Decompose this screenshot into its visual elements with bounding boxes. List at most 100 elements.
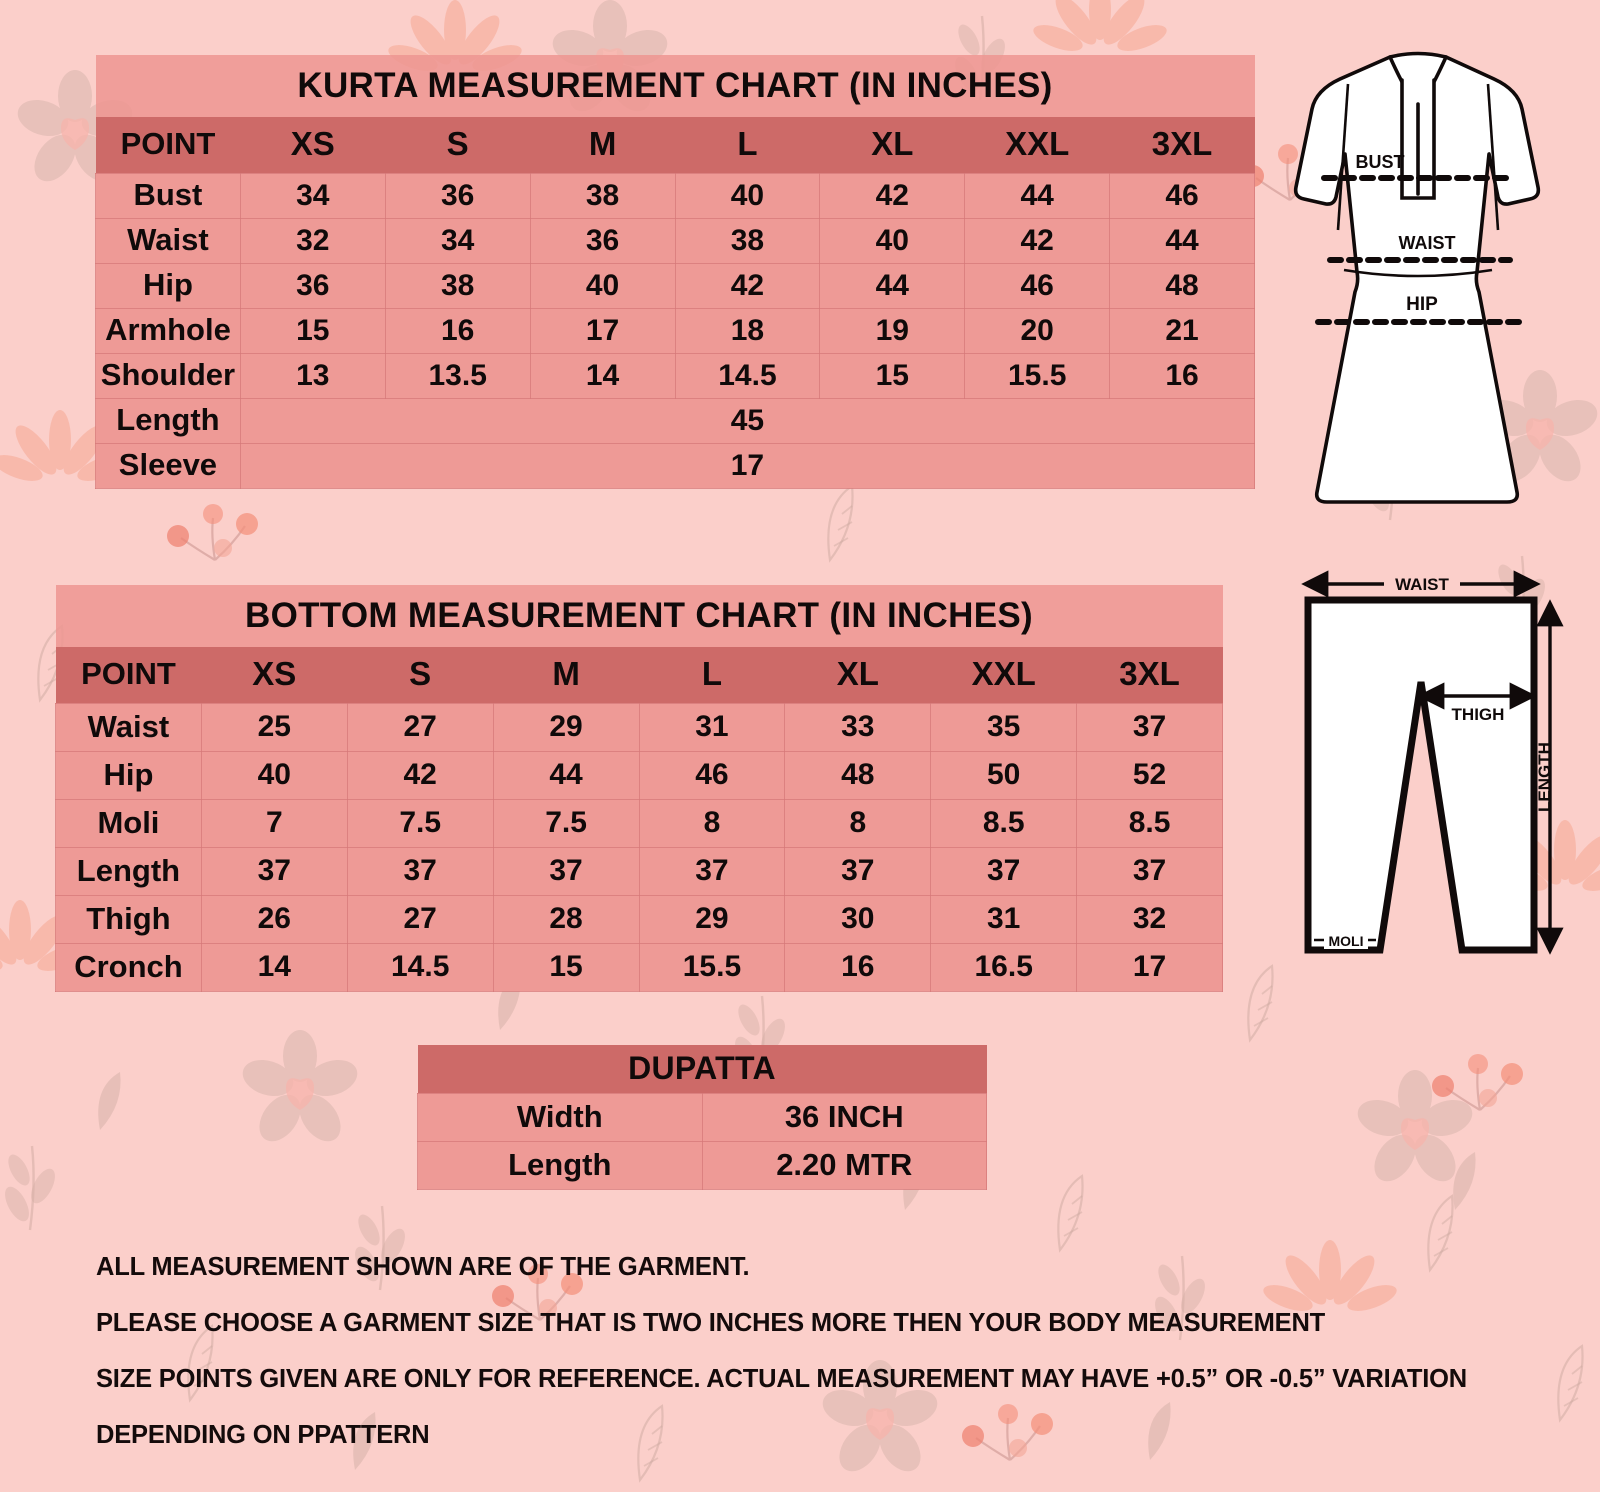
bottom-row-label: Waist (55, 702, 202, 752)
dupatta-row-label: Length (417, 1140, 703, 1190)
kurta-header-m: M (530, 117, 675, 173)
bottom-cell: 17 (1076, 942, 1223, 992)
table-row: Waist 25 27 29 31 33 35 37 (55, 702, 1223, 752)
bottom-cell: 37 (1076, 702, 1223, 752)
table-row: Length 45 (95, 397, 1256, 444)
bottom-cell: 44 (492, 750, 640, 800)
kurta-cell-merged: 45 (239, 397, 1256, 444)
bottom-chart-header-row: POINT XS S M L XL XXL 3XL (55, 647, 1223, 703)
kurta-header-s: S (385, 117, 531, 173)
kurta-cell: 15 (239, 307, 386, 354)
kurta-cell: 21 (1109, 307, 1255, 354)
kurta-row-label: Waist (95, 217, 241, 264)
kurta-chart-header-row: POINT XS S M L XL XXL 3XL (95, 117, 1255, 173)
bottom-row-label: Moli (55, 798, 202, 848)
kurta-row-label: Sleeve (95, 442, 241, 489)
bottom-chart-title-row: BOTTOM MEASUREMENT CHART (IN INCHES) (55, 585, 1223, 647)
bottom-cell: 37 (1076, 846, 1223, 896)
kurta-row-label: Length (95, 397, 241, 444)
kurta-cell: 14.5 (674, 352, 821, 399)
bottom-cell: 16.5 (930, 942, 1078, 992)
table-row: Armhole 15 16 17 18 19 20 21 (95, 307, 1255, 354)
dupatta-cell: 2.20 MTR (701, 1140, 987, 1190)
dupatta-chart: DUPATTA Width 36 INCH Length 2.20 MTR (417, 1045, 987, 1190)
bottom-cell: 8.5 (930, 798, 1078, 848)
bottom-measurement-chart: BOTTOM MEASUREMENT CHART (IN INCHES) POI… (55, 585, 1223, 992)
table-row: Shoulder 13 13.5 14 14.5 15 15.5 16 (95, 352, 1255, 399)
dupatta-title-row: DUPATTA (417, 1045, 987, 1093)
bottom-cell: 25 (200, 702, 348, 752)
bust-label: BUST (1356, 152, 1405, 172)
bottom-cell: 42 (346, 750, 494, 800)
kurta-row-label: Armhole (95, 307, 241, 354)
bottom-cell: 28 (492, 894, 640, 944)
bottom-cell: 35 (930, 702, 1078, 752)
kurta-header-point: POINT (95, 117, 241, 173)
kurta-cell: 36 (384, 172, 531, 219)
kurta-cell: 17 (529, 307, 676, 354)
kurta-header-xxl: XXL (964, 117, 1110, 173)
bottom-cell: 37 (638, 846, 786, 896)
bottom-cell: 32 (1076, 894, 1223, 944)
kurta-row-label: Shoulder (95, 352, 241, 399)
bottom-cell: 26 (200, 894, 348, 944)
bottom-illustration-diagram: WAIST THIGH LENGTH MOLI (1301, 570, 1564, 955)
kurta-cell: 44 (964, 172, 1111, 219)
length-label: LENGTH (1535, 742, 1554, 812)
bottom-cell: 29 (492, 702, 640, 752)
bottom-cell: 27 (346, 702, 494, 752)
pants-outline (1304, 596, 1538, 954)
dupatta-row-label: Width (417, 1092, 703, 1142)
kurta-cell-merged: 17 (239, 442, 1256, 489)
kurta-cell: 42 (674, 262, 821, 309)
kurta-row-label: Hip (95, 262, 241, 309)
table-row: Thigh 26 27 28 29 30 31 32 (55, 894, 1223, 944)
bottom-cell: 48 (784, 750, 932, 800)
table-row: Waist 32 34 36 38 40 42 44 (95, 217, 1255, 264)
kurta-cell: 38 (674, 217, 821, 264)
footer-note-3: SIZE POINTS GIVEN ARE ONLY FOR REFERENCE… (96, 1365, 1467, 1394)
kurta-illustration-diagram: BUST WAIST HIP (1293, 51, 1541, 504)
kurta-cell: 44 (819, 262, 966, 309)
kurta-cell: 32 (239, 217, 386, 264)
kurta-cell: 42 (964, 217, 1111, 264)
table-row: Hip 36 38 40 42 44 46 48 (95, 262, 1255, 309)
bottom-cell: 50 (930, 750, 1078, 800)
bottom-cell: 46 (638, 750, 786, 800)
moli-label: MOLI (1329, 933, 1364, 949)
kurta-header-xs: XS (240, 117, 386, 173)
footer-note-2: PLEASE CHOOSE A GARMENT SIZE THAT IS TWO… (96, 1309, 1326, 1338)
bottom-cell: 7.5 (492, 798, 640, 848)
kurta-cell: 16 (1109, 352, 1255, 399)
bottom-cell: 37 (200, 846, 348, 896)
bottom-cell: 8.5 (1076, 798, 1223, 848)
bottom-cell: 14.5 (346, 942, 494, 992)
kurta-cell: 13.5 (384, 352, 531, 399)
table-row: Moli 7 7.5 7.5 8 8 8.5 8.5 (55, 798, 1223, 848)
bottom-header-s: S (347, 647, 494, 703)
bottom-cell: 37 (346, 846, 494, 896)
kurta-cell: 36 (529, 217, 676, 264)
kurta-cell: 46 (964, 262, 1111, 309)
kurta-cell: 19 (819, 307, 966, 354)
bottom-header-xs: XS (201, 647, 348, 703)
waist-label: WAIST (1399, 233, 1456, 253)
kurta-cell: 14 (529, 352, 676, 399)
bottom-cell: 37 (784, 846, 932, 896)
bottom-header-m: M (493, 647, 639, 703)
table-row: Length 2.20 MTR (417, 1140, 987, 1190)
bottom-cell: 15.5 (638, 942, 786, 992)
kurta-cell: 40 (819, 217, 966, 264)
table-row: Sleeve 17 (95, 442, 1256, 489)
table-row: Cronch 14 14.5 15 15.5 16 16.5 17 (55, 942, 1223, 992)
kurta-cell: 38 (384, 262, 531, 309)
bottom-cell: 29 (638, 894, 786, 944)
bottom-header-3xl: 3XL (1076, 647, 1223, 703)
bottom-cell: 37 (492, 846, 640, 896)
kurta-cell: 18 (674, 307, 821, 354)
kurta-cell: 40 (674, 172, 821, 219)
bottom-header-xxl: XXL (930, 647, 1077, 703)
kurta-cell: 13 (239, 352, 386, 399)
kurta-cell: 38 (529, 172, 676, 219)
kurta-cell: 42 (819, 172, 966, 219)
